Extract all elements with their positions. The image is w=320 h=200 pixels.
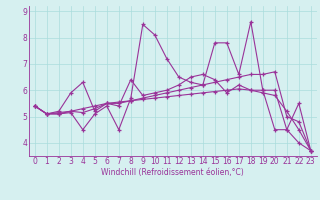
X-axis label: Windchill (Refroidissement éolien,°C): Windchill (Refroidissement éolien,°C) — [101, 168, 244, 177]
